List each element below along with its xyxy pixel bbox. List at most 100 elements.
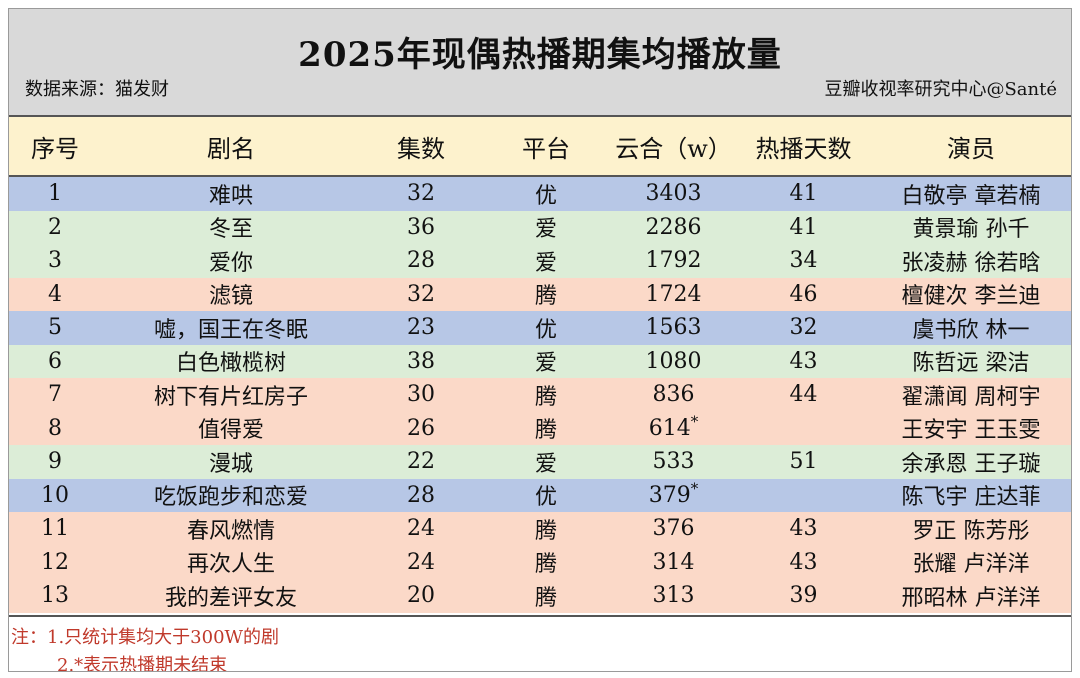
cell-name-text: 再次人生 xyxy=(186,552,275,578)
cell-cast-text: 白敬亭 章若楠 xyxy=(901,183,1041,209)
cell-idx-text: 7 xyxy=(48,382,62,408)
cell-name: 再次人生 xyxy=(101,546,361,578)
cell-name-text: 树下有片红房子 xyxy=(153,384,308,410)
cell-episodes-text: 20 xyxy=(407,583,435,609)
cell-days-text: 44 xyxy=(789,382,818,408)
cell-episodes: 36 xyxy=(361,215,481,240)
cell-days-text: 43 xyxy=(789,516,818,542)
cell-episodes: 32 xyxy=(361,181,481,206)
cell-platform: 爱 xyxy=(481,245,611,277)
cell-cast: 王安宇 王玉雯 xyxy=(871,412,1071,444)
cell-cast-text: 翟潇闻 周柯宇 xyxy=(901,384,1041,410)
cell-days: 41 xyxy=(736,215,871,240)
cell-cloud-text: 314 xyxy=(652,549,695,575)
cell-cast: 张耀 卢洋洋 xyxy=(871,546,1071,578)
cell-cloud-text: 836 xyxy=(652,382,695,408)
cell-cast-text: 虞书欣 林一 xyxy=(912,317,1030,343)
cell-cloud: 2286 xyxy=(611,215,736,240)
table-body: 1 难哄 32 优 3403 41 白敬亭 章若楠 2 冬至 36 爱 2286 41 黄景瑜 孙千 3 爱你… xyxy=(9,177,1071,613)
cell-idx: 6 xyxy=(9,349,101,374)
cell-cloud-text: 3403 xyxy=(645,181,702,207)
cell-cast-text: 黄景瑜 孙千 xyxy=(912,217,1030,243)
cell-days-text: 34 xyxy=(789,248,818,274)
cell-days: 39 xyxy=(736,583,871,608)
footnote-1: 注：1.只统计集均大于300W的剧 xyxy=(11,627,280,648)
cell-episodes-text: 36 xyxy=(407,214,435,240)
footnotes: 注：1.只统计集均大于300W的剧 2.*表示热播期未结束 xyxy=(9,615,1071,671)
ongoing-marker: * xyxy=(690,412,699,431)
cell-name: 漫城 xyxy=(101,446,361,478)
cell-idx-text: 11 xyxy=(41,516,69,542)
cell-platform: 优 xyxy=(481,312,611,344)
cell-cast: 张凌赫 徐若晗 xyxy=(871,245,1071,277)
cell-cloud: 3403 xyxy=(611,181,736,206)
cell-cast-text: 邢昭林 卢洋洋 xyxy=(901,585,1041,611)
cell-episodes-text: 32 xyxy=(407,281,435,307)
cell-idx: 4 xyxy=(9,282,101,307)
cell-idx-text: 2 xyxy=(48,214,62,240)
cell-idx: 9 xyxy=(9,449,101,474)
cell-cast: 罗正 陈芳彤 xyxy=(871,513,1071,545)
cell-days: 43 xyxy=(736,349,871,374)
table-row: 4 滤镜 32 腾 1724 46 檀健次 李兰迪 xyxy=(9,277,1071,311)
cell-cloud-text: 1080 xyxy=(645,348,702,374)
cell-episodes: 20 xyxy=(361,583,481,608)
cell-name: 嘘，国王在冬眠 xyxy=(101,312,361,344)
cell-platform: 腾 xyxy=(481,379,611,411)
cell-name-text: 嘘，国王在冬眠 xyxy=(153,317,308,343)
cell-idx-text: 5 xyxy=(48,315,62,341)
cell-cloud: 314 xyxy=(611,550,736,575)
cell-cloud-text: 1563 xyxy=(645,315,702,341)
cell-episodes: 28 xyxy=(361,483,481,508)
cell-platform-text: 爱 xyxy=(534,217,557,243)
cell-idx-text: 12 xyxy=(41,549,69,575)
cell-idx: 13 xyxy=(9,583,101,608)
cell-cast-text: 张凌赫 徐若晗 xyxy=(901,250,1041,276)
table-row: 5 嘘，国王在冬眠 23 优 1563 32 虞书欣 林一 xyxy=(9,311,1071,345)
cell-episodes: 24 xyxy=(361,550,481,575)
cell-cloud: 379* xyxy=(611,481,736,508)
cell-platform: 腾 xyxy=(481,546,611,578)
cell-cloud: 836 xyxy=(611,382,736,407)
cell-episodes-text: 38 xyxy=(407,348,435,374)
cell-episodes: 24 xyxy=(361,516,481,541)
cell-platform: 爱 xyxy=(481,446,611,478)
table-row: 8 值得爱 26 腾 614* 王安宇 王玉雯 xyxy=(9,411,1071,445)
cell-cast: 邢昭林 卢洋洋 xyxy=(871,580,1071,612)
cell-idx: 2 xyxy=(9,215,101,240)
cell-cloud-text: 379 xyxy=(648,482,691,508)
cell-episodes: 22 xyxy=(361,449,481,474)
cell-name-text: 春风燃情 xyxy=(186,518,275,544)
header-platform: 平台 xyxy=(522,134,570,163)
cell-cast: 白敬亭 章若楠 xyxy=(871,178,1071,210)
cell-platform-text: 爱 xyxy=(534,250,557,276)
cell-cast-text: 罗正 陈芳彤 xyxy=(912,518,1030,544)
cell-idx-text: 8 xyxy=(48,415,62,441)
cell-episodes-text: 23 xyxy=(407,315,435,341)
cell-idx-text: 6 xyxy=(48,348,62,374)
cell-episodes-text: 26 xyxy=(407,415,435,441)
cell-name: 冬至 xyxy=(101,211,361,243)
cell-idx-text: 3 xyxy=(48,248,62,274)
cell-days: 43 xyxy=(736,550,871,575)
cell-platform: 腾 xyxy=(481,412,611,444)
cell-idx: 7 xyxy=(9,382,101,407)
cell-name: 爱你 xyxy=(101,245,361,277)
cell-days-text: 41 xyxy=(789,181,818,207)
cell-episodes-text: 30 xyxy=(407,382,435,408)
header-idx: 序号 xyxy=(31,134,79,163)
cell-episodes-text: 28 xyxy=(407,248,435,274)
cell-cast-text: 陈飞宇 庄达菲 xyxy=(901,485,1041,511)
cell-episodes-text: 24 xyxy=(407,549,435,575)
cell-name-text: 难哄 xyxy=(208,183,253,209)
cell-cast-text: 陈哲远 梁洁 xyxy=(912,351,1030,377)
table-row: 1 难哄 32 优 3403 41 白敬亭 章若楠 xyxy=(9,177,1071,211)
cell-name: 难哄 xyxy=(101,178,361,210)
header-days: 热播天数 xyxy=(755,134,852,163)
cell-cloud: 1563 xyxy=(611,315,736,340)
cell-episodes: 26 xyxy=(361,416,481,441)
cell-cast-text: 余承恩 王子璇 xyxy=(901,451,1041,477)
header-cloud: 云合（w） xyxy=(615,134,732,163)
cell-name-text: 滤镜 xyxy=(208,284,253,310)
cell-idx: 5 xyxy=(9,315,101,340)
